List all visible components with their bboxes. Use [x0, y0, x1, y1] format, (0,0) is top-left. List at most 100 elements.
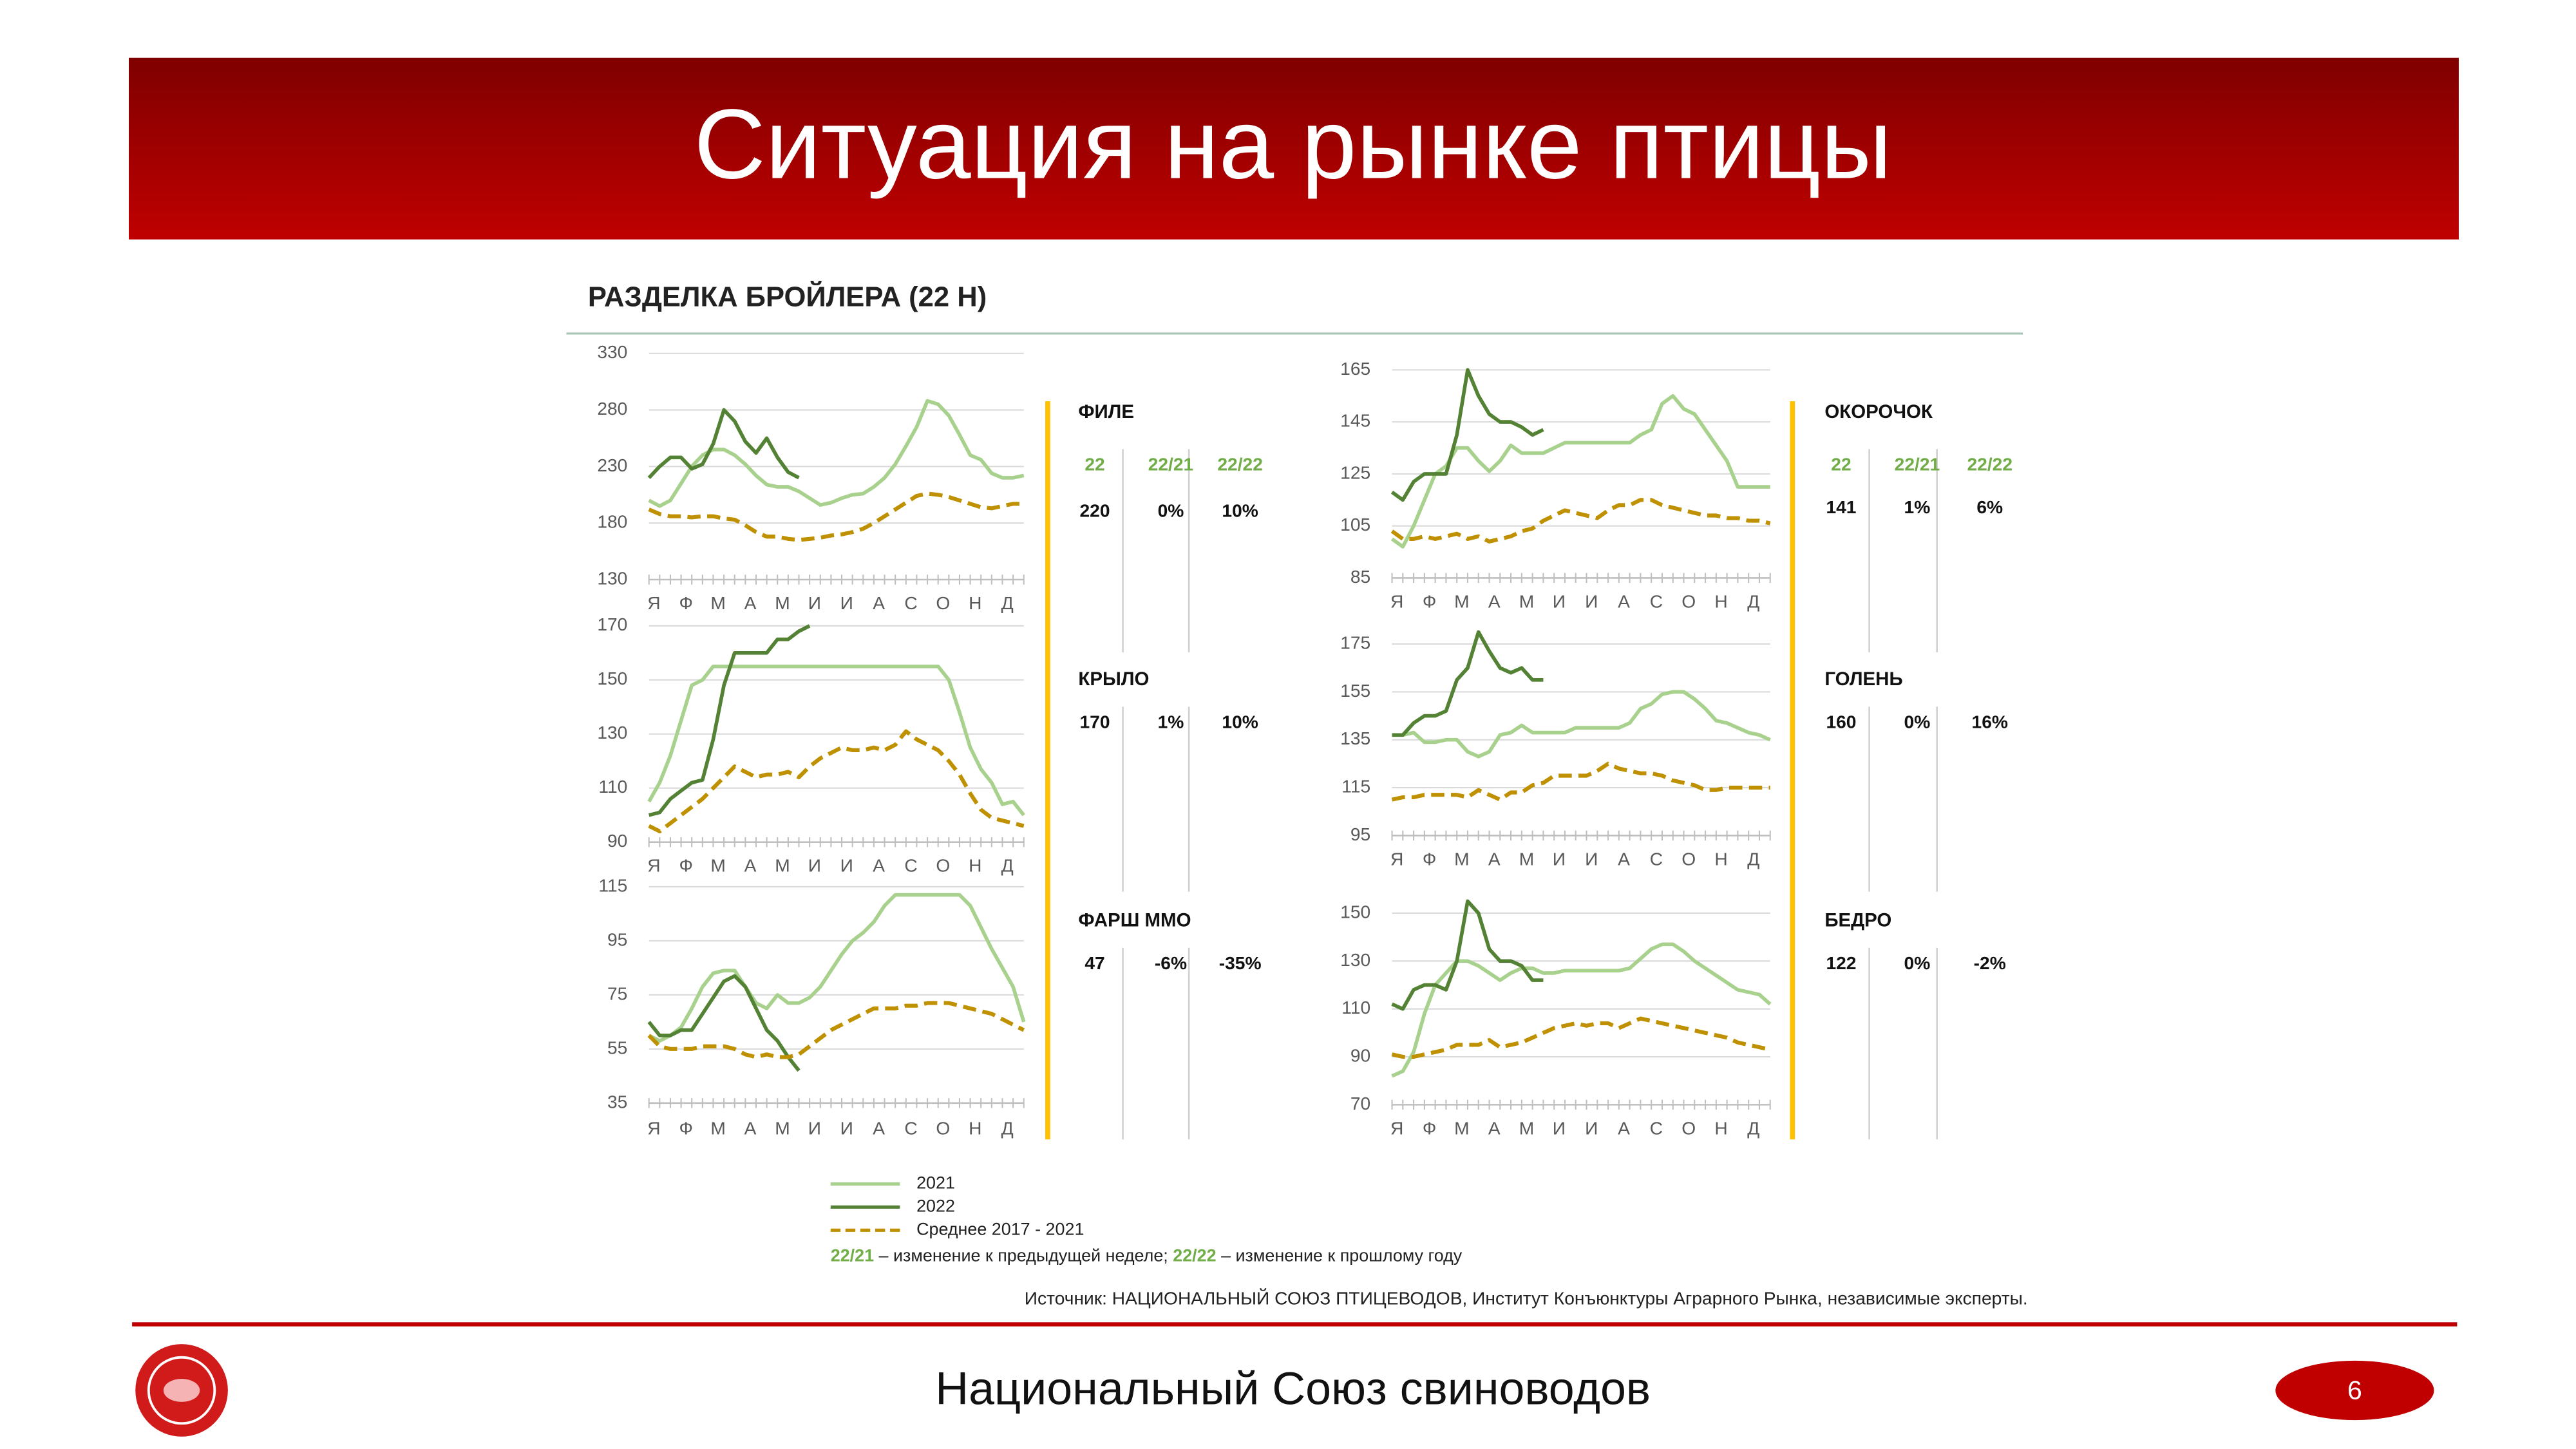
x-tick-label: Я — [1390, 1117, 1403, 1138]
stats-header: 22/22 — [1967, 454, 2012, 475]
legend-label: Среднее 2017 - 2021 — [916, 1219, 1084, 1238]
y-tick-label: 330 — [597, 341, 627, 362]
x-tick-label: Н — [1714, 1117, 1727, 1138]
series-line — [647, 408, 800, 480]
y-tick-label: 130 — [1340, 949, 1370, 970]
stats-header: 22/21 — [1895, 454, 1940, 475]
page-number: 6 — [2347, 1375, 2362, 1405]
y-tick-label: 150 — [1340, 901, 1370, 922]
y-tick-label: 110 — [598, 776, 627, 797]
x-tick-label: М — [1454, 848, 1469, 869]
panel-label: ФИЛЕ — [1078, 401, 1134, 422]
source: Источник: НАЦИОНАЛЬНЫЙ СОЮЗ ПТИЦЕВОДОВ, … — [1025, 1287, 2028, 1308]
y-tick-label: 35 — [607, 1091, 627, 1112]
header-bar — [129, 57, 2459, 240]
panel-label: ОКОРОЧОК — [1824, 401, 1933, 422]
x-tick-label: И — [1585, 848, 1598, 869]
x-tick-label: И — [808, 592, 821, 613]
x-tick-label: М — [775, 592, 790, 613]
y-tick-label: 180 — [597, 511, 627, 532]
x-tick-label: Ф — [679, 855, 693, 876]
series-line — [1392, 690, 1771, 759]
panel-label: ГОЛЕНЬ — [1824, 668, 1902, 690]
stats-value: -35% — [1219, 952, 1262, 973]
stats-value: 1% — [1158, 712, 1184, 732]
x-tick-label: С — [1650, 1117, 1663, 1138]
x-tick-label: М — [710, 1117, 725, 1138]
stats-header: 22 — [1831, 454, 1851, 475]
stats-value: 0% — [1904, 712, 1931, 732]
y-tick-label: 55 — [607, 1037, 627, 1057]
x-tick-label: И — [840, 855, 853, 876]
panel-label: БЕДРО — [1824, 910, 1891, 931]
note-part: – изменение к прошлому году — [1217, 1245, 1463, 1265]
x-tick-label: О — [936, 1117, 950, 1138]
x-tick-label: Я — [647, 855, 660, 876]
logo-ring — [147, 1356, 216, 1425]
stats-value: 47 — [1084, 952, 1104, 973]
footer-text: Национальный Союз свиноводов — [935, 1363, 1651, 1415]
x-tick-label: А — [1618, 848, 1630, 869]
series-line — [648, 399, 1025, 508]
y-tick-label: 105 — [1340, 514, 1370, 535]
x-tick-label: С — [1650, 591, 1663, 611]
series-line — [1390, 393, 1770, 549]
series-line — [1392, 630, 1544, 737]
stats-value: 220 — [1079, 500, 1110, 520]
series-line — [1391, 1016, 1771, 1059]
x-tick-label: О — [936, 855, 950, 876]
x-tick-label: А — [1488, 591, 1501, 611]
page-badge — [2275, 1360, 2434, 1421]
stats-value: 122 — [1826, 952, 1856, 973]
x-tick-label: Д — [1001, 592, 1014, 613]
stats-header: 22/21 — [1148, 454, 1194, 475]
legend-label: 2021 — [916, 1173, 955, 1193]
y-tick-label: 115 — [598, 875, 627, 895]
x-tick-label: М — [710, 855, 725, 876]
stats-header: 22/22 — [1217, 454, 1263, 475]
y-tick-label: 130 — [597, 722, 627, 743]
note-part: 22/22 — [1173, 1245, 1216, 1265]
stats-value: -6% — [1155, 952, 1187, 973]
x-tick-label: Я — [647, 1117, 660, 1138]
series-line — [648, 491, 1024, 542]
y-tick-label: 95 — [607, 929, 627, 949]
panel-label: ФАРШ ММО — [1078, 910, 1191, 931]
x-tick-label: И — [1553, 848, 1566, 869]
x-tick-label: Д — [1001, 855, 1014, 876]
x-tick-label: О — [1681, 848, 1696, 869]
series-line — [648, 893, 1026, 1043]
x-tick-label: А — [744, 592, 757, 613]
x-tick-label: Ф — [1423, 591, 1436, 611]
x-tick-label: А — [1618, 591, 1630, 611]
stats-value: 0% — [1904, 952, 1931, 973]
legend-label: 2022 — [916, 1196, 955, 1215]
x-tick-label: Ф — [679, 592, 693, 613]
x-tick-label: О — [936, 592, 950, 613]
panel-label: КРЫЛО — [1078, 668, 1149, 690]
y-tick-label: 150 — [597, 668, 627, 688]
x-tick-label: И — [1553, 1117, 1566, 1138]
y-tick-label: 85 — [1350, 566, 1370, 587]
x-tick-label: С — [1650, 848, 1663, 869]
x-tick-label: Ф — [1423, 1117, 1436, 1138]
stats-value: 170 — [1079, 712, 1110, 732]
x-tick-label: А — [744, 1117, 757, 1138]
x-tick-label: Я — [647, 592, 660, 613]
x-tick-label: Ф — [679, 1117, 693, 1138]
y-tick-label: 90 — [607, 830, 627, 851]
x-tick-label: С — [904, 592, 917, 613]
x-tick-label: А — [1488, 1117, 1501, 1138]
stats-value: 141 — [1826, 497, 1856, 517]
y-tick-label: 130 — [597, 567, 627, 588]
x-tick-label: М — [710, 592, 725, 613]
slide-title: Ситуация на рынке птицы — [694, 89, 1892, 200]
stats-value: 0% — [1158, 500, 1184, 520]
y-tick-label: 170 — [597, 614, 627, 634]
x-tick-label: И — [840, 592, 853, 613]
subtitle: РАЗДЕЛКА БРОЙЛЕРА (22 Н) — [588, 280, 987, 313]
y-tick-label: 125 — [1340, 462, 1370, 482]
stats-header: 22 — [1084, 454, 1104, 475]
panel-bar — [1790, 401, 1795, 1140]
y-tick-label: 165 — [1340, 358, 1370, 379]
